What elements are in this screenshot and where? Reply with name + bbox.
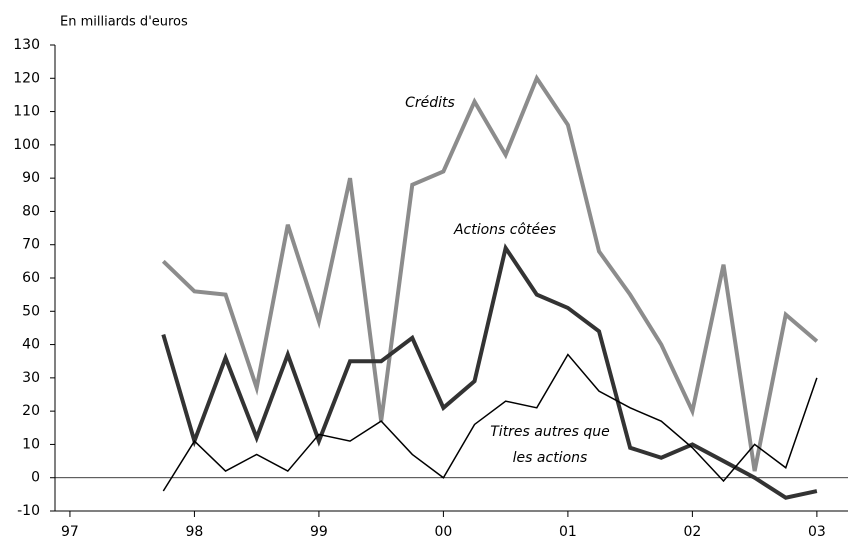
y-tick-label: 70 (22, 237, 40, 253)
y-tick-label: 90 (22, 170, 40, 186)
x-tick-label: 99 (310, 524, 328, 540)
y-tick-label: 110 (13, 104, 40, 120)
x-tick-label: 03 (808, 524, 826, 540)
series-line (161, 243, 818, 500)
series-label: Crédits (405, 95, 455, 111)
x-tick-label: 01 (559, 524, 577, 540)
y-tick-label: 0 (31, 470, 40, 486)
series-label: Titres autres que les actions (490, 424, 610, 466)
y-tick-label: 20 (22, 403, 40, 419)
y-tick-label: 40 (22, 337, 40, 353)
y-tick-label: -10 (17, 503, 40, 519)
x-tick-label: 02 (683, 524, 701, 540)
series-label: Actions côtées (453, 222, 557, 238)
x-tick-label: 97 (61, 524, 79, 540)
x-tick-label: 00 (434, 524, 452, 540)
y-tick-label: 30 (22, 370, 40, 386)
y-tick-label: 80 (22, 203, 40, 219)
y-tick-label: 10 (22, 436, 40, 452)
series-line (162, 353, 818, 492)
y-tick-label: 130 (13, 37, 40, 53)
y-tick-label: 50 (22, 303, 40, 319)
y-tick-label: 120 (13, 70, 40, 86)
y-axis-label: En milliards d'euros (60, 15, 188, 30)
y-tick-label: 100 (13, 137, 40, 153)
series-line (161, 74, 819, 472)
y-tick-label: 60 (22, 270, 40, 286)
x-tick-label: 98 (186, 524, 204, 540)
